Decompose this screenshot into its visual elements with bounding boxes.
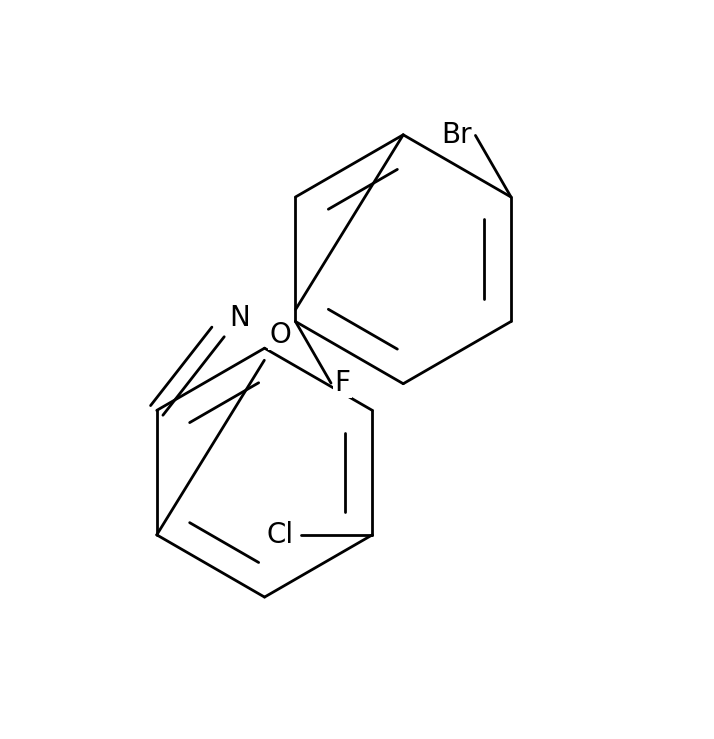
Text: Br: Br [441,121,472,149]
Text: F: F [335,369,351,397]
Text: O: O [269,321,291,349]
Text: N: N [229,304,250,332]
Text: Cl: Cl [267,521,294,549]
